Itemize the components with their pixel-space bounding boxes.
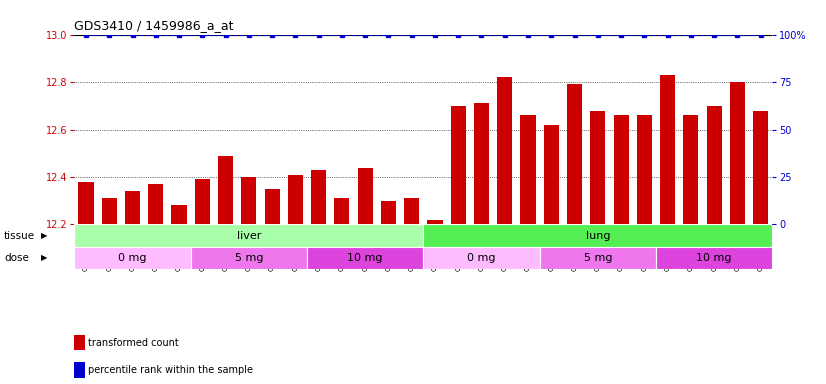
- Bar: [753, 111, 768, 225]
- Text: GDS3410 / 1459986_a_at: GDS3410 / 1459986_a_at: [74, 19, 234, 32]
- Bar: [544, 125, 559, 225]
- Bar: [311, 170, 326, 225]
- Bar: [539, 247, 656, 269]
- Bar: [218, 156, 233, 225]
- Bar: [172, 205, 187, 225]
- Bar: [102, 199, 116, 225]
- Bar: [637, 115, 652, 225]
- Text: 0 mg: 0 mg: [118, 253, 147, 263]
- Bar: [427, 220, 443, 225]
- Bar: [730, 82, 745, 225]
- Bar: [78, 182, 93, 225]
- Bar: [404, 199, 420, 225]
- Bar: [591, 111, 605, 225]
- Bar: [191, 247, 307, 269]
- Text: dose: dose: [4, 253, 29, 263]
- Bar: [264, 189, 280, 225]
- Bar: [195, 179, 210, 225]
- Bar: [497, 77, 512, 225]
- Bar: [148, 184, 164, 225]
- Text: liver: liver: [236, 230, 261, 240]
- Bar: [358, 167, 373, 225]
- Bar: [125, 191, 140, 225]
- Bar: [424, 225, 772, 247]
- Text: ▶: ▶: [41, 231, 48, 240]
- Bar: [287, 175, 303, 225]
- Bar: [307, 247, 424, 269]
- Text: 5 mg: 5 mg: [583, 253, 612, 263]
- Bar: [567, 84, 582, 225]
- Text: 10 mg: 10 mg: [348, 253, 383, 263]
- Text: lung: lung: [586, 230, 610, 240]
- Text: 10 mg: 10 mg: [696, 253, 732, 263]
- Bar: [660, 75, 675, 225]
- Bar: [706, 106, 722, 225]
- Text: transformed count: transformed count: [88, 338, 179, 348]
- Bar: [424, 247, 539, 269]
- Text: ▶: ▶: [41, 253, 48, 262]
- Text: percentile rank within the sample: percentile rank within the sample: [88, 365, 254, 375]
- Bar: [614, 115, 629, 225]
- Bar: [451, 106, 466, 225]
- Bar: [683, 115, 699, 225]
- Bar: [74, 225, 424, 247]
- Bar: [241, 177, 256, 225]
- Text: tissue: tissue: [4, 230, 36, 240]
- Bar: [381, 201, 396, 225]
- Bar: [474, 103, 489, 225]
- Bar: [656, 247, 772, 269]
- Bar: [335, 199, 349, 225]
- Text: 5 mg: 5 mg: [235, 253, 263, 263]
- Text: 0 mg: 0 mg: [468, 253, 496, 263]
- Bar: [520, 115, 535, 225]
- Bar: [74, 247, 191, 269]
